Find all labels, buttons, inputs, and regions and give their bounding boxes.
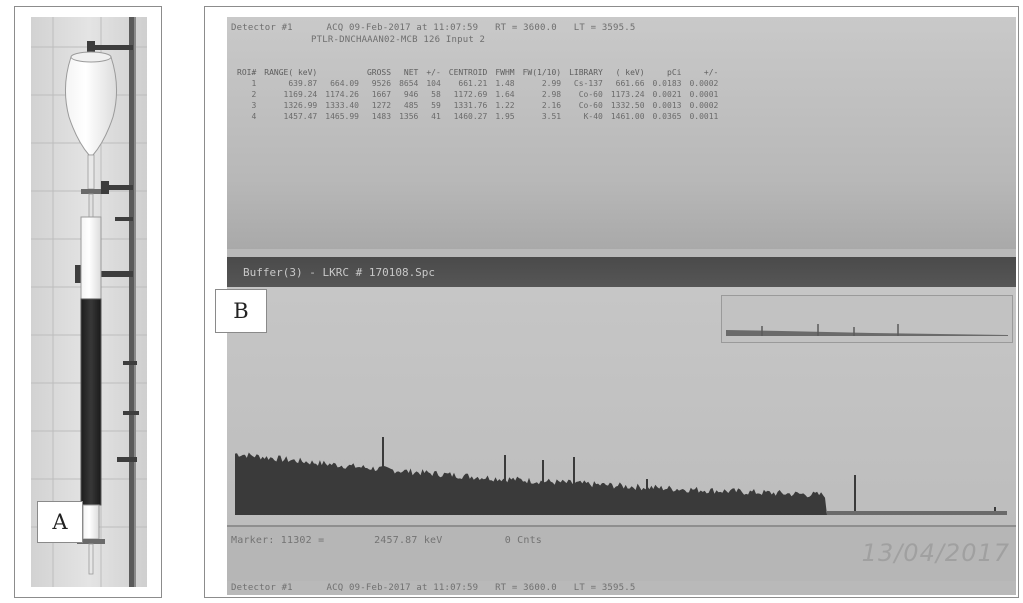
spectrum-plot[interactable] <box>227 287 1016 525</box>
table-row: 2 1169.24 1174.26 1667 946 58 1172.69 1.64 2.98 C… <box>233 89 722 100</box>
col-gross: GROSS <box>366 68 392 77</box>
table-cell: Cs-137 <box>573 79 603 88</box>
table-cell: 58 <box>431 90 441 99</box>
table-cell: 0.0001 <box>689 90 719 99</box>
table-cell: 485 <box>403 101 419 110</box>
panel-label-b: B <box>215 289 267 333</box>
table-cell: 1.22 <box>495 101 515 110</box>
col-centroid: CENTROID <box>448 68 488 77</box>
spectrum-continuum <box>235 452 827 515</box>
table-cell: 661.21 <box>458 79 488 88</box>
table-cell: 1169.24 <box>283 90 318 99</box>
overview-histogram <box>726 324 1008 336</box>
table-cell: 2.98 <box>541 90 562 99</box>
detector-header-line: Detector #1 ACQ 09-Feb-2017 at 11:07:59 … <box>231 23 636 33</box>
table-cell: 1.48 <box>495 79 515 88</box>
col-pci: pCi <box>667 68 682 77</box>
table-cell: 1.95 <box>495 112 515 121</box>
table-cell: 661.66 <box>615 79 645 88</box>
table-cell: 8654 <box>399 79 419 88</box>
table-cell: 1457.47 <box>283 112 318 121</box>
buffer-title: Buffer(3) - LKRC # 170108.Spc <box>243 266 436 279</box>
col-range: RANGE( keV) <box>264 68 318 77</box>
col-fw-tenth: FW(1/10) <box>522 68 562 77</box>
col-range-2 <box>321 67 363 78</box>
table-cell: 4 <box>251 112 257 121</box>
table-cell: 0.0011 <box>689 112 719 121</box>
table-cell: 1173.24 <box>610 90 645 99</box>
table-cell: 2 <box>251 90 257 99</box>
table-cell: 1.64 <box>495 90 515 99</box>
col-net-err: +/- <box>426 68 441 77</box>
table-cell: 1483 <box>371 112 392 121</box>
table-cell: 0.0002 <box>689 101 719 110</box>
spectrum-baseline <box>827 511 1007 515</box>
table-cell: 639.87 <box>288 79 318 88</box>
table-cell: 0.0013 <box>652 101 682 110</box>
table-cell: 1461.00 <box>610 112 645 121</box>
table-cell: 1333.40 <box>325 101 359 110</box>
table-cell: Co-60 <box>578 101 603 110</box>
detector-footer-line: Detector #1 ACQ 09-Feb-2017 at 11:07:59 … <box>231 583 636 593</box>
panel-b: Detector #1 ACQ 09-Feb-2017 at 11:07:59 … <box>204 6 1019 598</box>
table-cell: 664.09 <box>330 79 359 88</box>
table-cell: 104 <box>426 79 441 88</box>
spectrum-histogram <box>235 437 1007 515</box>
table-cell: 0.0021 <box>652 90 682 99</box>
table-cell: 1172.69 <box>453 90 488 99</box>
table-cell: 946 <box>403 90 419 99</box>
table-cell: 1667 <box>371 90 392 99</box>
table-row: 4 1457.47 1465.99 1483 1356 41 1460.27 1.95 3.51… <box>233 111 722 122</box>
col-library-kev: ( keV) <box>615 68 645 77</box>
table-cell: 9526 <box>371 79 392 88</box>
table-cell: 1356 <box>399 112 419 121</box>
file-header-line: PTLR-DNCHAAAN02-MCB 126 Input 2 <box>311 35 486 45</box>
full-spectrum-overview[interactable] <box>721 295 1013 343</box>
table-cell: 3 <box>251 101 257 110</box>
col-fwhm: FWHM <box>495 68 515 77</box>
table-cell: 1 <box>251 79 257 88</box>
status-bar: Marker: 11302 = 2457.87 keV 0 Cnts 13/04… <box>227 525 1016 581</box>
table-cell: 1465.99 <box>325 112 359 121</box>
col-roi: ROI# <box>237 68 257 77</box>
table-cell: 2.99 <box>541 79 562 88</box>
table-cell: K-40 <box>583 112 603 121</box>
roi-peak-table: ROI# RANGE( keV) GROSS NET +/- CENTROID … <box>233 67 722 122</box>
table-cell: 0.0365 <box>652 112 682 121</box>
table-cell: 0.0002 <box>689 79 719 88</box>
table-cell: 59 <box>431 101 441 110</box>
table-cell: 2.16 <box>541 101 562 110</box>
date-stamp: 13/04/2017 <box>861 539 1010 567</box>
col-pci-err: +/- <box>703 68 719 77</box>
report-area: Detector #1 ACQ 09-Feb-2017 at 11:07:59 … <box>227 17 1016 249</box>
buffer-title-bar[interactable]: Buffer(3) - LKRC # 170108.Spc <box>227 257 1016 287</box>
panel-label-a: A <box>37 501 83 543</box>
overview-continuum <box>726 330 1008 336</box>
table-cell: 1331.76 <box>453 101 488 110</box>
col-library: LIBRARY <box>569 68 603 77</box>
table-cell: Co-60 <box>578 90 603 99</box>
table-row: 1 639.87 664.09 9526 8654 104 661.21 1.48 2.99 Cs… <box>233 78 722 89</box>
table-cell: 1272 <box>371 101 392 110</box>
marker-readout: Marker: 11302 = 2457.87 keV 0 Cnts <box>231 535 543 546</box>
table-cell: 1326.99 <box>283 101 318 110</box>
table-row: 3 1326.99 1333.40 1272 485 59 1331.76 1.22 2.16 C… <box>233 100 722 111</box>
table-cell: 0.0183 <box>652 79 682 88</box>
table-cell: 1332.50 <box>610 101 645 110</box>
table-header-row: ROI# RANGE( keV) GROSS NET +/- CENTROID … <box>233 67 722 78</box>
lab-column-photo <box>31 17 147 587</box>
table-cell: 41 <box>431 112 441 121</box>
table-cell: 3.51 <box>541 112 562 121</box>
spectrum-software-screen: Detector #1 ACQ 09-Feb-2017 at 11:07:59 … <box>227 17 1016 595</box>
col-net: NET <box>403 68 419 77</box>
table-cell: 1174.26 <box>325 90 359 99</box>
panel-a: A <box>14 6 162 598</box>
table-cell: 1460.27 <box>453 112 488 121</box>
